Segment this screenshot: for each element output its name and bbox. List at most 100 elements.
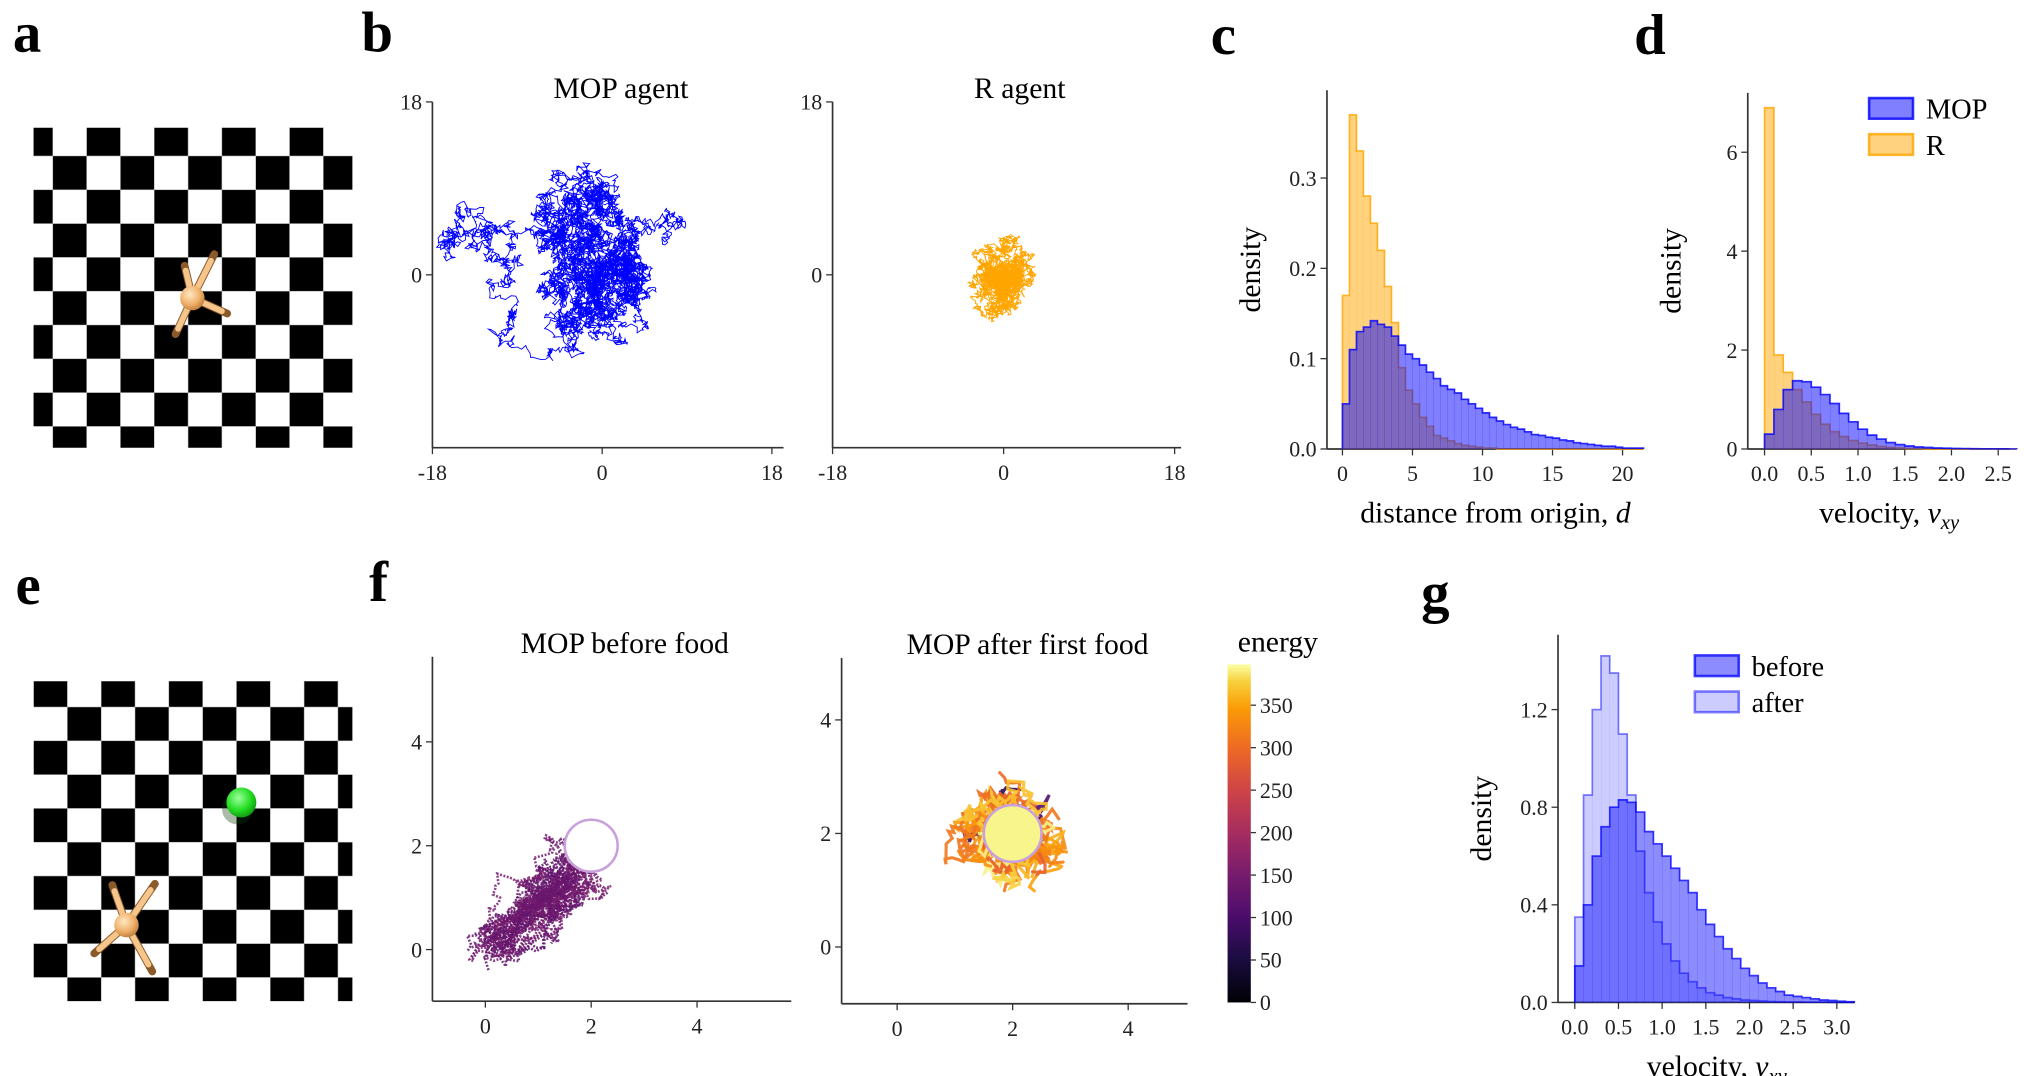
checker-square	[323, 426, 353, 448]
checker-square	[168, 740, 203, 775]
histogram-bar-before	[1697, 909, 1707, 1003]
histogram-bar-before	[1714, 936, 1724, 1003]
chart-title: R agent	[974, 73, 1066, 105]
histogram-bar-MOP	[1587, 444, 1595, 449]
histogram-bar-MOP	[1801, 381, 1812, 449]
x-tick-label: 3.0	[1823, 1015, 1850, 1040]
x-tick-label: 0.5	[1605, 1015, 1632, 1040]
checker-square	[67, 977, 102, 1002]
legend-swatch-after	[1693, 690, 1741, 714]
histogram-bar-before	[1662, 856, 1672, 1003]
colorbar-label: energy	[1238, 627, 1318, 659]
y-tick-label: 0.2	[1289, 256, 1316, 281]
histogram-outline-after	[1573, 655, 1855, 1004]
histogram-bar-MOP	[1384, 327, 1392, 449]
histogram-bar-MOP	[1370, 320, 1378, 449]
checker-square	[67, 909, 102, 944]
checker-square	[289, 189, 324, 224]
checker-square	[101, 1011, 135, 1045]
y-tick-label: 18	[400, 90, 422, 115]
x-axis-label-subscript: xy	[1940, 512, 1960, 534]
x-tick-label: 2.5	[1779, 1015, 1806, 1040]
y-tick-label: 1.2	[1520, 697, 1547, 722]
histogram-bar-MOP	[1608, 446, 1616, 449]
checker-square	[187, 155, 223, 191]
x-tick-label: 18	[1164, 460, 1186, 485]
checker-square	[33, 808, 68, 843]
x-axis-label-text: velocity,	[1647, 1051, 1756, 1076]
checker-square	[134, 774, 170, 809]
checkerboard-arena-a	[33, 122, 391, 494]
y-tick-label: 0	[1726, 437, 1737, 462]
checker-square	[289, 127, 324, 157]
checker-square	[255, 290, 290, 326]
histogram-bar-before	[1635, 812, 1645, 1003]
x-axis-label-variable: v	[1928, 498, 1942, 530]
chart-g: 0.0 0.5 1.0 1.5 2.0 2.5 3.0 0.0 0.4 0.8 1.2 density…	[1466, 634, 1856, 1076]
chart-title: MOP before food	[521, 628, 729, 660]
histogram-bar-after	[1609, 672, 1619, 1003]
histogram-bar-MOP	[1580, 443, 1588, 449]
agent-body	[180, 285, 205, 311]
checker-square	[33, 127, 54, 157]
histogram-bar-after	[1749, 1000, 1759, 1003]
checker-square	[120, 358, 155, 393]
histogram-bar-MOP	[1342, 403, 1350, 449]
histogram-bar-after	[1697, 987, 1707, 1003]
histogram-bar-after	[1583, 795, 1593, 1003]
histogram-bar-before	[1644, 831, 1654, 1003]
checker-square	[153, 189, 189, 224]
histogram-bar-MOP	[1349, 349, 1357, 449]
checker-square	[87, 460, 121, 494]
x-tick-label: 1.5	[1692, 1015, 1719, 1040]
chart-title: MOP agent	[553, 73, 689, 105]
checker-square	[372, 944, 406, 978]
x-axis-label-subscript: xy	[1767, 1065, 1787, 1076]
legend-label-after: after	[1752, 688, 1805, 719]
checker-square	[202, 977, 237, 1002]
histogram-bar-after	[1600, 655, 1610, 1003]
histogram-bar-MOP	[1552, 438, 1560, 449]
histogram-bar-MOP	[1867, 435, 1877, 449]
chart-b1: -18 0 18 0 18 MOP agent	[400, 73, 784, 485]
histogram-bar-MOP	[1496, 420, 1504, 449]
histogram-bar-MOP	[1398, 345, 1406, 449]
checker-square	[337, 977, 353, 1002]
panel-label-c: c	[1211, 4, 1236, 67]
histogram-bar-before	[1618, 799, 1628, 1003]
checker-square	[120, 426, 155, 448]
histogram-bar-before	[1766, 987, 1776, 1003]
chart-c: 0 5 10 15 20 0.0 0.1 0.2 0.3 density distance from…	[1235, 90, 1645, 530]
histogram-bar-after	[1679, 973, 1689, 1003]
x-tick-label: 0	[597, 460, 608, 485]
x-tick-label: 15	[1542, 461, 1564, 486]
checker-square	[270, 706, 305, 742]
histogram-bar-before	[1740, 968, 1750, 1003]
histogram-bar-before	[1592, 856, 1602, 1003]
histogram-bar-before	[1653, 843, 1663, 1003]
histogram-bar-MOP	[1886, 442, 1896, 449]
checker-square	[323, 358, 353, 393]
trajectory-dots	[483, 866, 596, 945]
chart-f1: 0 2 4 0 2 4 MOP before food	[411, 628, 792, 1038]
x-tick-label: 0	[1337, 461, 1348, 486]
trajectory-dots	[465, 866, 569, 952]
trajectory-dots	[478, 868, 547, 941]
checker-square	[100, 740, 136, 775]
x-tick-label: 1.5	[1891, 461, 1918, 486]
checker-square	[221, 324, 256, 360]
checker-square	[34, 1011, 68, 1045]
histogram-bar-before	[1609, 807, 1619, 1003]
checker-square	[270, 977, 305, 1002]
histogram-bar-after	[1688, 981, 1698, 1003]
histogram-bar-MOP	[1482, 412, 1490, 449]
checker-square	[357, 122, 391, 156]
checker-square	[357, 257, 391, 291]
histogram-bar-MOP	[1475, 408, 1483, 449]
x-axis-label-text: velocity,	[1819, 498, 1928, 530]
checker-square	[168, 943, 203, 978]
histogram-bar-after	[1662, 943, 1672, 1003]
trajectory-dots	[492, 859, 610, 958]
checker-square	[221, 392, 256, 427]
histogram-bar-after	[1732, 998, 1742, 1003]
